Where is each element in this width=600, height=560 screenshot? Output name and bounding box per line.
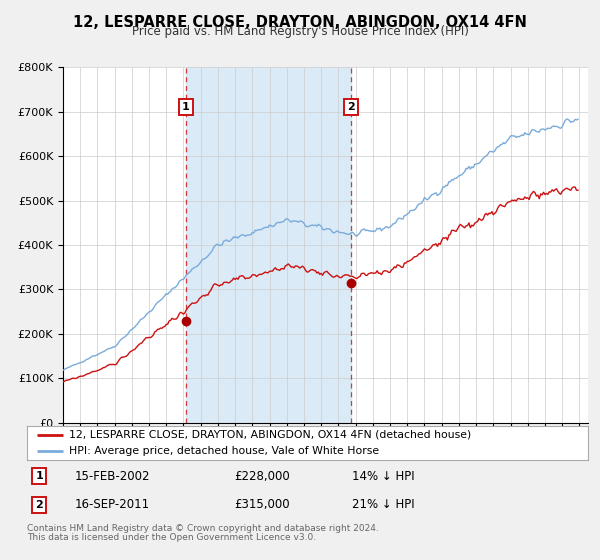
Text: Contains HM Land Registry data © Crown copyright and database right 2024.: Contains HM Land Registry data © Crown c… — [27, 524, 379, 533]
Text: Price paid vs. HM Land Registry's House Price Index (HPI): Price paid vs. HM Land Registry's House … — [131, 25, 469, 38]
Text: This data is licensed under the Open Government Licence v3.0.: This data is licensed under the Open Gov… — [27, 533, 316, 542]
Text: 2: 2 — [35, 500, 43, 510]
Text: 16-SEP-2011: 16-SEP-2011 — [74, 498, 150, 511]
Text: 21% ↓ HPI: 21% ↓ HPI — [352, 498, 415, 511]
Text: £228,000: £228,000 — [235, 470, 290, 483]
Text: 12, LESPARRE CLOSE, DRAYTON, ABINGDON, OX14 4FN: 12, LESPARRE CLOSE, DRAYTON, ABINGDON, O… — [73, 15, 527, 30]
Text: £315,000: £315,000 — [235, 498, 290, 511]
Text: HPI: Average price, detached house, Vale of White Horse: HPI: Average price, detached house, Vale… — [69, 446, 379, 456]
Text: 2: 2 — [347, 102, 355, 112]
Text: 12, LESPARRE CLOSE, DRAYTON, ABINGDON, OX14 4FN (detached house): 12, LESPARRE CLOSE, DRAYTON, ABINGDON, O… — [69, 430, 472, 440]
Text: 14% ↓ HPI: 14% ↓ HPI — [352, 470, 415, 483]
Text: 15-FEB-2002: 15-FEB-2002 — [74, 470, 150, 483]
Text: 1: 1 — [182, 102, 190, 112]
Bar — [185, 67, 350, 423]
Text: 1: 1 — [35, 472, 43, 481]
